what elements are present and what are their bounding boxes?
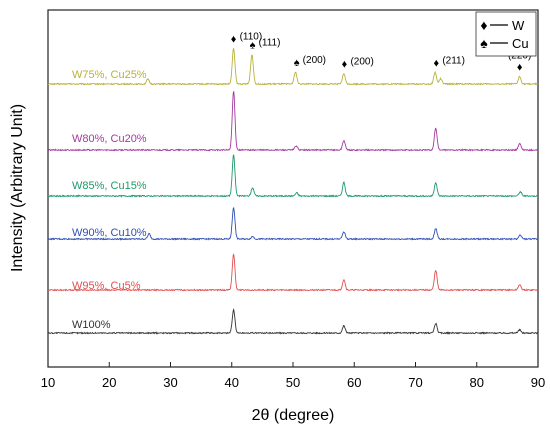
series-line (47, 91, 539, 152)
peak-marker: ♠ (294, 57, 300, 69)
peak-marker: ♦ (517, 62, 523, 74)
x-tick-label: 50 (286, 375, 300, 390)
peak-label: (111) (259, 38, 281, 49)
peak-marker: ♠ (250, 40, 256, 52)
series-line (47, 154, 539, 198)
x-tick-label: 80 (470, 375, 484, 390)
series-line (47, 206, 539, 241)
series-line (47, 307, 539, 335)
peak-label: (211) (442, 55, 465, 66)
series-label: W100% (72, 319, 111, 331)
legend-box (475, 11, 537, 57)
legend: ♦ W ♠ Cu (475, 11, 537, 57)
legend-label: Cu (512, 36, 529, 51)
peak-label: (110) (240, 31, 263, 42)
series-label: W95%, Cu5% (72, 280, 141, 292)
legend-label: W (512, 18, 525, 33)
x-axis-label: 2θ (degree) (252, 407, 335, 424)
series-line (47, 47, 539, 86)
x-tick-label: 40 (225, 375, 239, 390)
series-label: W85%, Cu15% (72, 180, 147, 192)
peak-marker: ♦ (342, 59, 348, 71)
x-axis-ticks: 10 20 30 40 50 60 70 80 90 (41, 362, 545, 390)
series-label: W90%, Cu10% (72, 227, 147, 239)
x-tick-label: 60 (347, 375, 361, 390)
x-tick-label: 70 (408, 375, 422, 390)
y-axis-label: Intensity (Arbitrary Unit) (9, 104, 26, 272)
peak-marker: ♦ (231, 33, 237, 45)
series-label: W75%, Cu25% (72, 69, 147, 81)
legend-symbol: ♦ (480, 17, 487, 33)
x-tick-label: 20 (102, 375, 116, 390)
peak-marker: ♦ (434, 57, 440, 69)
series-label: W80%, Cu20% (72, 133, 147, 145)
x-tick-label: 10 (41, 375, 55, 390)
series-line (47, 253, 539, 292)
series-layer: W75%, Cu25% W80%, Cu20% W85%, Cu15% W90%, C… (47, 47, 539, 335)
peak-label: (200) (350, 57, 373, 68)
peak-label: (200) (303, 55, 326, 66)
legend-symbol: ♠ (480, 35, 488, 51)
x-tick-label: 30 (163, 375, 177, 390)
x-tick-label: 90 (531, 375, 545, 390)
